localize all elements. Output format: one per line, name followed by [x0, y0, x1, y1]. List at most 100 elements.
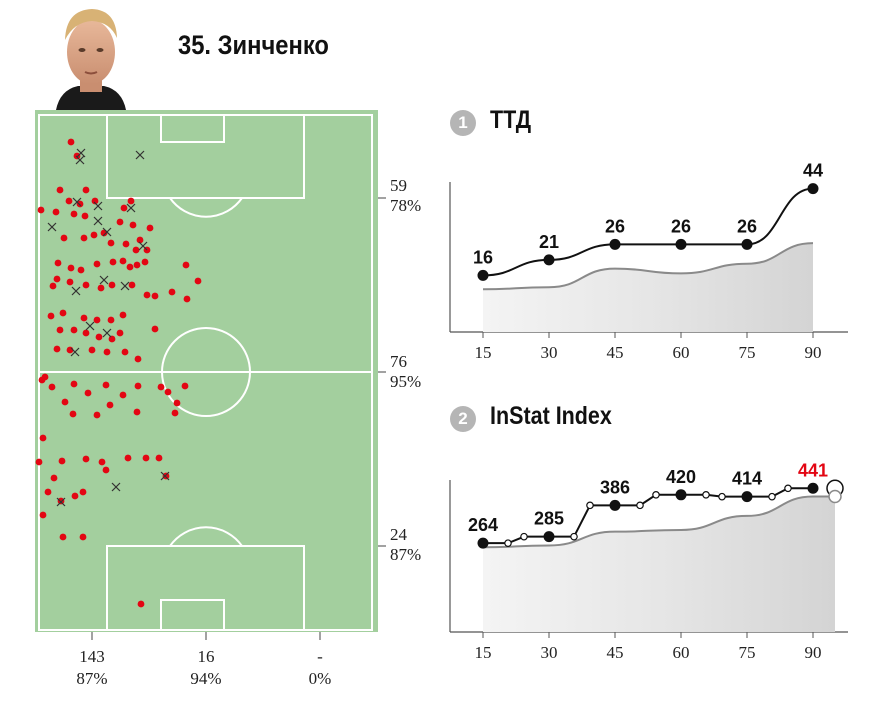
pass-success-marker — [67, 138, 75, 146]
pass-fail-marker — [75, 155, 85, 165]
pass-success-marker — [52, 208, 60, 216]
data-label: 441 — [798, 460, 828, 480]
pass-success-marker — [60, 234, 68, 242]
series-line — [482, 187, 814, 277]
pass-fail-marker — [111, 482, 121, 492]
intermediate-point — [652, 490, 660, 499]
pass-success-marker — [146, 224, 154, 232]
zone-count: 24 — [390, 525, 407, 544]
pass-success-marker — [54, 259, 62, 267]
pass-success-marker — [194, 277, 202, 285]
intermediate-point — [504, 539, 512, 547]
pass-success-marker — [90, 231, 98, 239]
pass-success-marker — [124, 454, 132, 462]
pass-fail-marker — [135, 150, 145, 160]
pass-fail-marker — [85, 321, 95, 331]
pass-success-marker — [76, 200, 84, 208]
pass-success-marker — [84, 389, 92, 397]
average-area — [483, 496, 835, 632]
pitch-lines — [38, 114, 373, 631]
pass-success-marker — [58, 457, 66, 465]
pass-fail-marker — [70, 347, 80, 357]
data-label: 44 — [803, 161, 823, 181]
pass-success-marker — [56, 326, 64, 334]
pass-success-marker — [141, 258, 149, 266]
zone-pct: 78% — [390, 196, 422, 215]
pass-success-marker — [80, 234, 88, 242]
x-tick-label: 15 — [475, 343, 492, 362]
pass-success-marker — [93, 411, 101, 419]
x-tick-label: 90 — [805, 643, 822, 662]
pass-success-marker — [69, 410, 77, 418]
data-point — [807, 482, 819, 494]
pass-fail-marker — [56, 497, 66, 507]
pass-success-marker — [119, 257, 127, 265]
x-tick-label: 75 — [739, 343, 756, 362]
data-label: 386 — [600, 477, 630, 497]
pass-success-marker — [93, 316, 101, 324]
pass-success-marker — [107, 316, 115, 324]
lane-pct: 94% — [190, 669, 222, 688]
pass-success-marker — [70, 326, 78, 334]
data-label: 21 — [539, 232, 559, 252]
data-label: 285 — [534, 509, 564, 529]
pass-success-marker — [97, 284, 105, 292]
data-point — [543, 254, 555, 266]
pass-success-marker — [79, 533, 87, 541]
pass-success-marker — [116, 218, 124, 226]
pass-fail-marker — [126, 203, 136, 213]
pass-success-marker — [80, 314, 88, 322]
pass-success-marker — [41, 373, 49, 381]
section-title-ttd: ТТД — [490, 106, 532, 134]
data-point — [477, 269, 489, 281]
pass-success-marker — [133, 261, 141, 269]
data-label: 414 — [732, 469, 762, 489]
pass-success-marker — [119, 391, 127, 399]
pass-fail-marker — [72, 197, 82, 207]
pass-success-marker — [133, 408, 141, 416]
pass-success-marker — [70, 210, 78, 218]
pass-fail-marker — [102, 227, 112, 237]
pass-success-marker — [47, 312, 55, 320]
section-title-index: InStat Index — [490, 402, 612, 430]
pass-success-marker — [35, 458, 43, 466]
pass-success-marker — [102, 381, 110, 389]
lane-count: 16 — [197, 647, 215, 666]
intermediate-point — [702, 490, 710, 499]
intermediate-point — [636, 501, 644, 510]
pass-success-marker — [57, 497, 65, 505]
pass-success-marker — [126, 263, 134, 271]
pass-fail-marker — [99, 275, 109, 285]
intermediate-point — [586, 501, 594, 510]
pass-success-marker — [66, 278, 74, 286]
average-line — [482, 242, 814, 291]
pass-success-marker — [108, 281, 116, 289]
pass-success-marker — [182, 261, 190, 269]
index-chart: 264 15 285 30 386 45 420 60 414 75 441 90 — [449, 460, 848, 662]
x-tick-label: 90 — [805, 343, 822, 362]
pass-success-marker — [108, 335, 116, 343]
lane-stat-left: 143 87% — [57, 646, 127, 690]
pass-success-marker — [93, 260, 101, 268]
pass-success-marker — [137, 600, 145, 608]
pass-success-marker — [122, 240, 130, 248]
x-tick-label: 60 — [673, 643, 690, 662]
pass-success-marker — [157, 383, 165, 391]
pass-success-marker — [39, 511, 47, 519]
pass-success-marker — [71, 492, 79, 500]
data-point — [543, 531, 555, 543]
zone-pct: 87% — [390, 545, 422, 564]
pass-success-marker — [88, 346, 96, 354]
pass-success-marker — [53, 275, 61, 283]
player-photo — [50, 4, 132, 110]
pass-fail-marker — [120, 281, 130, 291]
pass-success-marker — [136, 236, 144, 244]
series-line — [483, 487, 813, 545]
pass-success-marker — [162, 472, 170, 480]
ttd-chart: 16 15 21 30 26 45 26 60 26 75 44 90 — [449, 161, 848, 362]
x-tick-label: 60 — [673, 343, 690, 362]
pass-success-marker — [59, 309, 67, 317]
data-point — [741, 491, 753, 503]
pass-success-marker — [44, 488, 52, 496]
